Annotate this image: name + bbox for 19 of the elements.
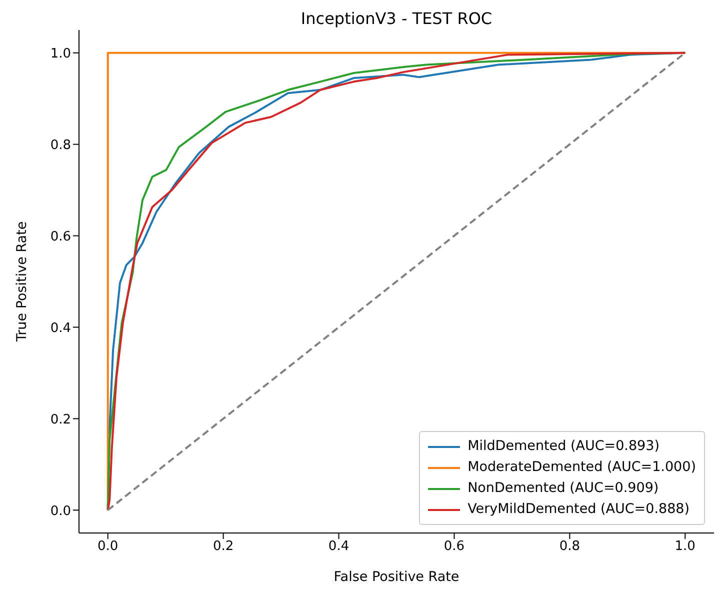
x-axis-title: False Positive Rate — [334, 569, 460, 585]
y-tick-label: 0.0 — [50, 504, 71, 519]
y-tick-label: 0.6 — [50, 229, 71, 244]
y-tick-label: 1.0 — [50, 46, 71, 62]
x-tick-label: 0.0 — [98, 539, 118, 554]
y-tick-label: 0.4 — [50, 320, 71, 336]
legend-label: MildDemented (AUC=0.893) — [468, 437, 660, 456]
y-axis-title: True Positive Rate — [14, 221, 30, 343]
x-tick-label: 1.0 — [674, 539, 696, 554]
legend-label: ModerateDemented (AUC=1.000) — [468, 458, 696, 477]
chart-title: InceptionV3 - TEST ROC — [300, 8, 494, 30]
legend-label: NonDemented (AUC=0.909) — [468, 479, 659, 498]
y-tick-label: 0.2 — [50, 412, 71, 428]
x-tick-label: 0.2 — [212, 539, 234, 554]
x-tick-label: 0.4 — [328, 539, 350, 554]
x-tick-label: 0.8 — [559, 539, 580, 554]
legend-label: VeryMildDemented (AUC=0.888) — [468, 500, 690, 519]
y-tick-label: 0.8 — [50, 138, 71, 153]
x-tick-label: 0.6 — [444, 539, 465, 554]
